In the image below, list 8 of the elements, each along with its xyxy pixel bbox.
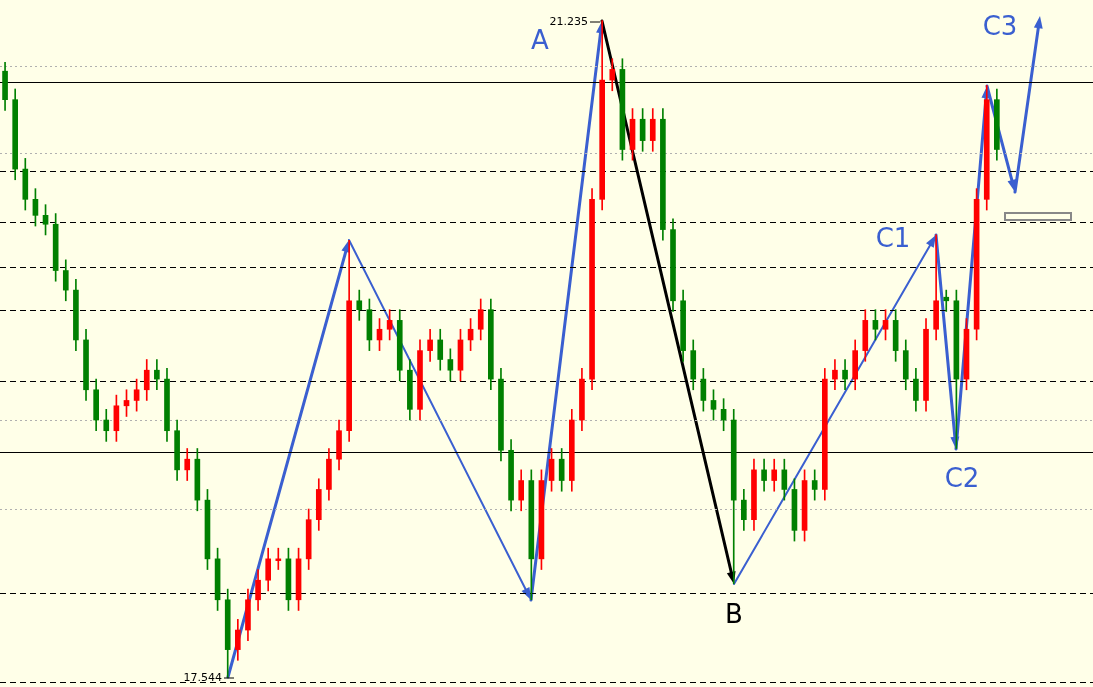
annotation: A [531, 24, 550, 55]
annotation: 17.544 [183, 670, 222, 684]
annotation: B [725, 598, 743, 629]
annotation: 21.235 [549, 14, 588, 28]
annotation: C3 [982, 10, 1018, 41]
candlestick [943, 289, 950, 312]
annotation: C1 [875, 222, 911, 253]
annotation: C2 [944, 462, 980, 493]
